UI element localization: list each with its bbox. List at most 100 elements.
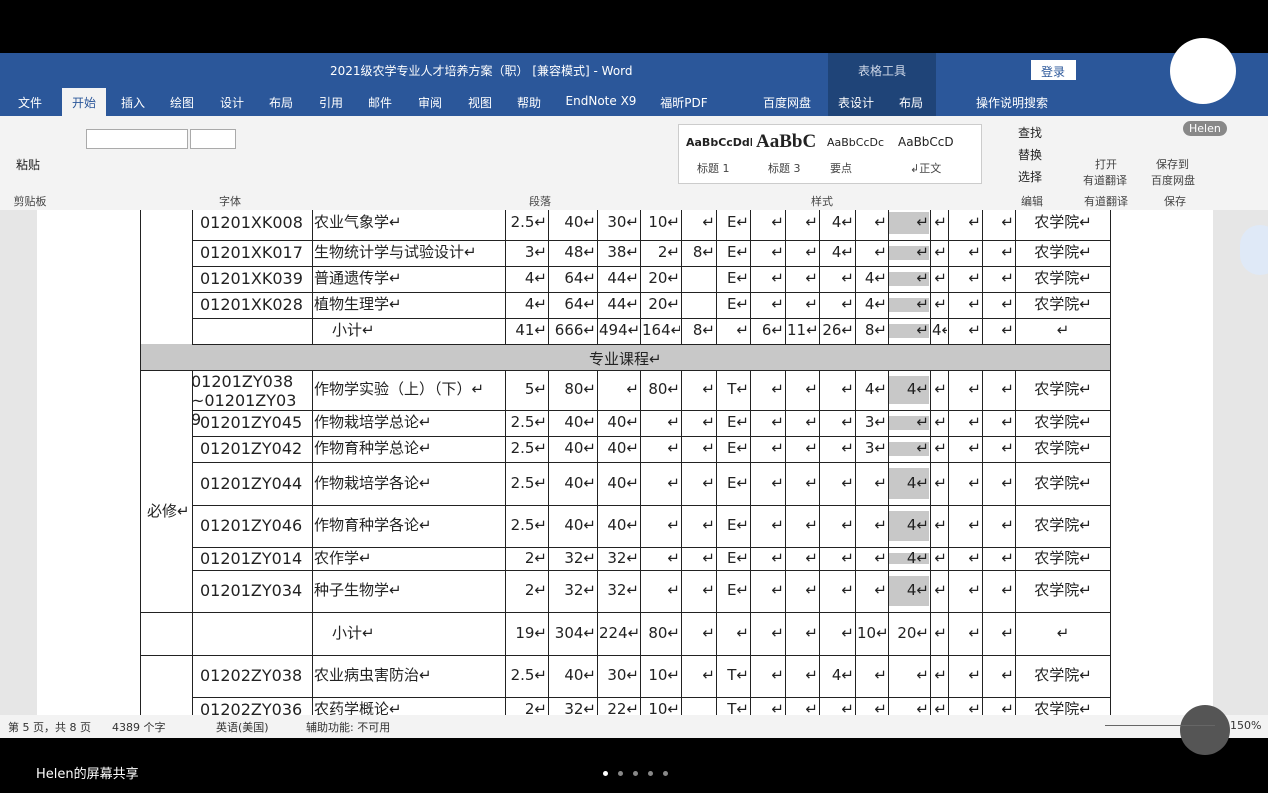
table-rule bbox=[192, 344, 1110, 345]
course-name: 作物育种学各论↵ bbox=[314, 517, 432, 534]
style-sample[interactable]: AaBbCcDc bbox=[827, 136, 885, 149]
table-rule bbox=[1110, 655, 1111, 697]
table-rule bbox=[140, 210, 141, 715]
table-rule bbox=[750, 318, 751, 344]
floating-button[interactable] bbox=[1240, 225, 1268, 275]
table-rule bbox=[888, 318, 889, 344]
tab[interactable]: 插入 bbox=[120, 96, 146, 110]
cell: ↵ bbox=[771, 214, 784, 231]
tab[interactable]: 视图 bbox=[467, 96, 493, 110]
youdao-button[interactable]: 打开 bbox=[1095, 158, 1117, 171]
table-rule bbox=[785, 697, 786, 715]
tab[interactable]: 帮助 bbox=[516, 96, 542, 110]
cell: E↵ bbox=[726, 244, 749, 261]
table-rule bbox=[855, 370, 856, 410]
tab[interactable]: 审阅 bbox=[417, 96, 443, 110]
table-rule bbox=[1110, 505, 1111, 547]
cell: 3↵ bbox=[524, 244, 547, 261]
baidu-button[interactable]: 百度网盘 bbox=[1151, 174, 1195, 187]
table-rule bbox=[1110, 344, 1111, 370]
table-rule bbox=[681, 697, 682, 715]
cell: ↵ bbox=[968, 624, 981, 642]
youdao-button[interactable]: 有道翻译 bbox=[1083, 174, 1127, 187]
cell: ↵ bbox=[667, 414, 680, 431]
cell: ↵ bbox=[805, 296, 818, 313]
table-rule bbox=[192, 410, 193, 436]
table-rule bbox=[785, 292, 786, 318]
table-rule bbox=[888, 505, 889, 547]
table-rule bbox=[716, 697, 717, 715]
cell: ↵ bbox=[771, 270, 784, 287]
table-rule bbox=[1015, 462, 1016, 505]
cell: ↵ bbox=[1001, 582, 1014, 599]
table-rule bbox=[548, 370, 549, 410]
course-code: 01201ZY034 bbox=[200, 581, 303, 600]
table-rule bbox=[597, 318, 598, 344]
cell: ↵ bbox=[968, 270, 981, 287]
page-dot bbox=[603, 771, 608, 776]
tab[interactable]: 引用 bbox=[318, 96, 344, 110]
tab[interactable]: 开始 bbox=[71, 96, 97, 110]
table-rule bbox=[312, 505, 313, 547]
edit-button[interactable]: 替换 bbox=[1018, 148, 1043, 162]
cell: 40↵ bbox=[564, 414, 596, 431]
cell: 4↵ bbox=[524, 296, 547, 313]
table-rule bbox=[1110, 318, 1111, 344]
table-rule bbox=[785, 655, 786, 697]
cell: ↵ bbox=[968, 667, 981, 684]
course-name: 农业气象学↵ bbox=[314, 214, 402, 231]
table-rule bbox=[716, 292, 717, 318]
table-rule bbox=[982, 370, 983, 410]
group-label: 剪贴板 bbox=[13, 195, 47, 208]
cell: 19↵ bbox=[515, 624, 547, 642]
cell: ↵ bbox=[702, 667, 715, 684]
tab[interactable]: 邮件 bbox=[367, 96, 393, 110]
table-rule bbox=[888, 292, 889, 318]
mic-button[interactable] bbox=[1180, 705, 1230, 755]
edit-button[interactable]: 选择 bbox=[1018, 170, 1043, 184]
tab[interactable]: 布局 bbox=[898, 96, 924, 110]
cell: ↵ bbox=[874, 474, 887, 492]
avatar bbox=[1170, 38, 1236, 104]
tab[interactable]: 绘图 bbox=[169, 96, 195, 110]
cell: 80↵ bbox=[564, 381, 596, 398]
edit-button[interactable]: 查找 bbox=[1018, 126, 1043, 140]
cell: 64↵ bbox=[564, 270, 596, 287]
style-sample[interactable]: AaBbCcD bbox=[898, 135, 954, 149]
table-rule bbox=[640, 370, 641, 410]
table-rule bbox=[888, 655, 889, 697]
tab[interactable]: 表设计 bbox=[837, 96, 875, 110]
tab[interactable]: 百度网盘 bbox=[762, 96, 812, 110]
cell: ↵ bbox=[1001, 244, 1014, 261]
tab[interactable]: 设计 bbox=[219, 96, 245, 110]
cell: 32↵ bbox=[607, 582, 639, 599]
table-rule bbox=[855, 436, 856, 462]
tab[interactable]: 布局 bbox=[268, 96, 294, 110]
tab[interactable]: 文件 bbox=[17, 96, 43, 110]
table-rule bbox=[505, 570, 506, 612]
cell: ↵ bbox=[1001, 322, 1014, 339]
login-button[interactable]: 登录 bbox=[1041, 65, 1066, 79]
cell: 30↵ bbox=[607, 667, 639, 684]
table-rule bbox=[681, 370, 682, 410]
paste-button[interactable]: 粘贴 bbox=[16, 158, 41, 172]
style-sample[interactable]: AaBbCcDdl bbox=[686, 136, 752, 149]
table-rule bbox=[192, 266, 193, 292]
tab[interactable]: 操作说明搜索 bbox=[975, 96, 1049, 110]
table-rule bbox=[1110, 210, 1111, 240]
tab[interactable]: EndNote X9 bbox=[565, 94, 637, 108]
cell: 4↵ bbox=[906, 582, 929, 599]
table-rule bbox=[681, 462, 682, 505]
cell: 40↵ bbox=[607, 474, 639, 492]
cell: 40↵ bbox=[564, 517, 596, 534]
baidu-button[interactable]: 保存到 bbox=[1156, 158, 1189, 171]
cell: ↵ bbox=[805, 549, 818, 567]
style-sample[interactable]: AaBbC bbox=[756, 131, 817, 152]
table-rule bbox=[785, 570, 786, 612]
cell: T↵ bbox=[727, 381, 749, 398]
cell: 10↵ bbox=[648, 700, 680, 716]
tab[interactable]: 福昕PDF bbox=[660, 96, 708, 110]
table-rule bbox=[930, 612, 931, 655]
table-rule bbox=[888, 240, 889, 266]
table-rule bbox=[312, 240, 313, 266]
